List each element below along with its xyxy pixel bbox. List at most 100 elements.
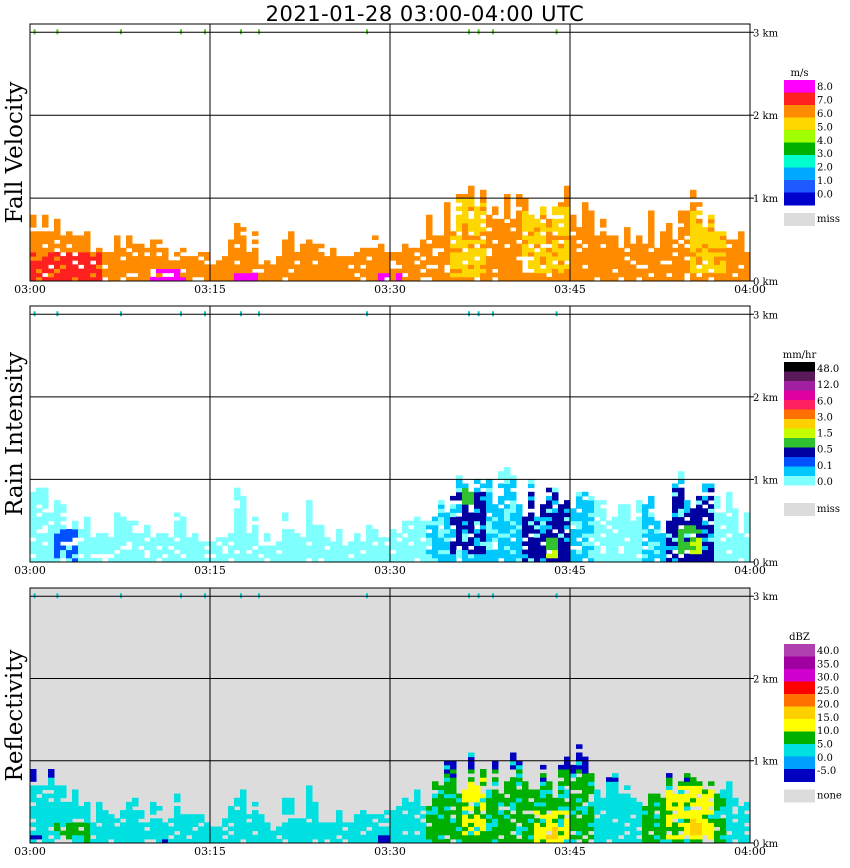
echo-cell [498,227,505,232]
echo-cell [600,516,607,522]
echo-cell [552,487,559,493]
echo-cell [702,810,709,815]
echo-cell [552,239,559,245]
echo-cell [438,235,445,240]
echo-cell [732,834,739,840]
echo-cell [306,512,313,518]
echo-cell [180,529,187,534]
echo-cell [474,806,481,811]
echo-cell [540,227,547,232]
echo-cell [738,239,745,245]
echo-cell [456,491,463,497]
echo-cell [252,810,259,815]
echo-cell [468,495,475,501]
echo-cell [546,252,553,257]
echo-cell [516,541,523,546]
echo-cell [36,495,43,501]
echo-cell [648,235,655,240]
echo-cell [372,814,379,819]
echo-cell [96,252,103,257]
echo-cell [504,235,511,240]
echo-cell [486,276,493,282]
echo-cell [630,557,637,563]
echo-cell [366,252,373,257]
echo-cell [672,504,679,509]
echo-cell [216,272,223,278]
echo-cell [714,553,721,559]
echo-cell [234,834,241,840]
echo-cell [696,268,703,274]
echo-cell [186,814,193,819]
echo-cell [642,272,649,278]
echo-cell [534,810,541,815]
echo-cell [84,830,91,836]
echo-cell [426,541,433,546]
echo-cell [240,797,247,803]
echo-cell [348,260,355,265]
echo-cell [288,818,295,823]
echo-cell [30,769,37,774]
echo-cell [144,276,151,282]
echo-cell [120,822,127,827]
echo-cell [726,508,733,513]
echo-cell [372,235,379,240]
echo-cell [156,553,163,559]
echo-cell [390,537,397,542]
echo-cell [60,524,67,530]
x-tick-label: 03:30 [374,845,406,858]
echo-cell [330,276,337,282]
echo-cell [606,243,613,249]
echo-cell [234,541,241,546]
echo-cell [696,235,703,240]
echo-cell [360,256,367,261]
echo-cell [438,797,445,803]
echo-cell [438,553,445,559]
echo-cell [522,252,529,257]
echo-cell [276,541,283,546]
echo-cell [534,524,541,530]
echo-cell [420,826,427,832]
echo-cell [282,830,289,836]
echo-cell [366,553,373,559]
colorbar-swatch [784,756,815,770]
colorbar-swatch [784,485,815,496]
echo-cell [330,256,337,261]
echo-cell [534,793,541,799]
echo-cell [648,814,655,819]
colorbar-swatch [784,744,815,757]
echo-cell [660,818,667,823]
echo-cell [558,520,565,526]
echo-cell [36,491,43,497]
echo-cell [48,231,55,236]
echo-cell [186,264,193,269]
echo-cell [570,529,577,534]
echo-cell [444,533,451,538]
echo-cell [432,826,439,832]
echo-cell [498,826,505,832]
echo-cell [36,834,43,840]
echo-cell [570,516,577,522]
echo-cell [648,276,655,282]
echo-cell [462,231,469,236]
echo-cell [192,553,199,559]
echo-cell [342,268,349,274]
echo-cell [570,764,577,770]
echo-cell [84,247,91,253]
echo-cell [618,830,625,836]
echo-cell [714,276,721,282]
echo-cell [318,834,325,840]
echo-cell [300,264,307,269]
echo-cell [714,822,721,827]
echo-cell [42,785,49,790]
echo-cell [330,553,337,559]
echo-cell [48,814,55,819]
echo-cell [444,206,451,211]
echo-cell [30,533,37,538]
echo-cell [648,214,655,220]
echo-cell [444,789,451,795]
echo-cell [282,545,289,551]
echo-cell [354,541,361,546]
echo-cell [696,520,703,526]
echo-cell [708,537,715,542]
echo-cell [288,235,295,240]
